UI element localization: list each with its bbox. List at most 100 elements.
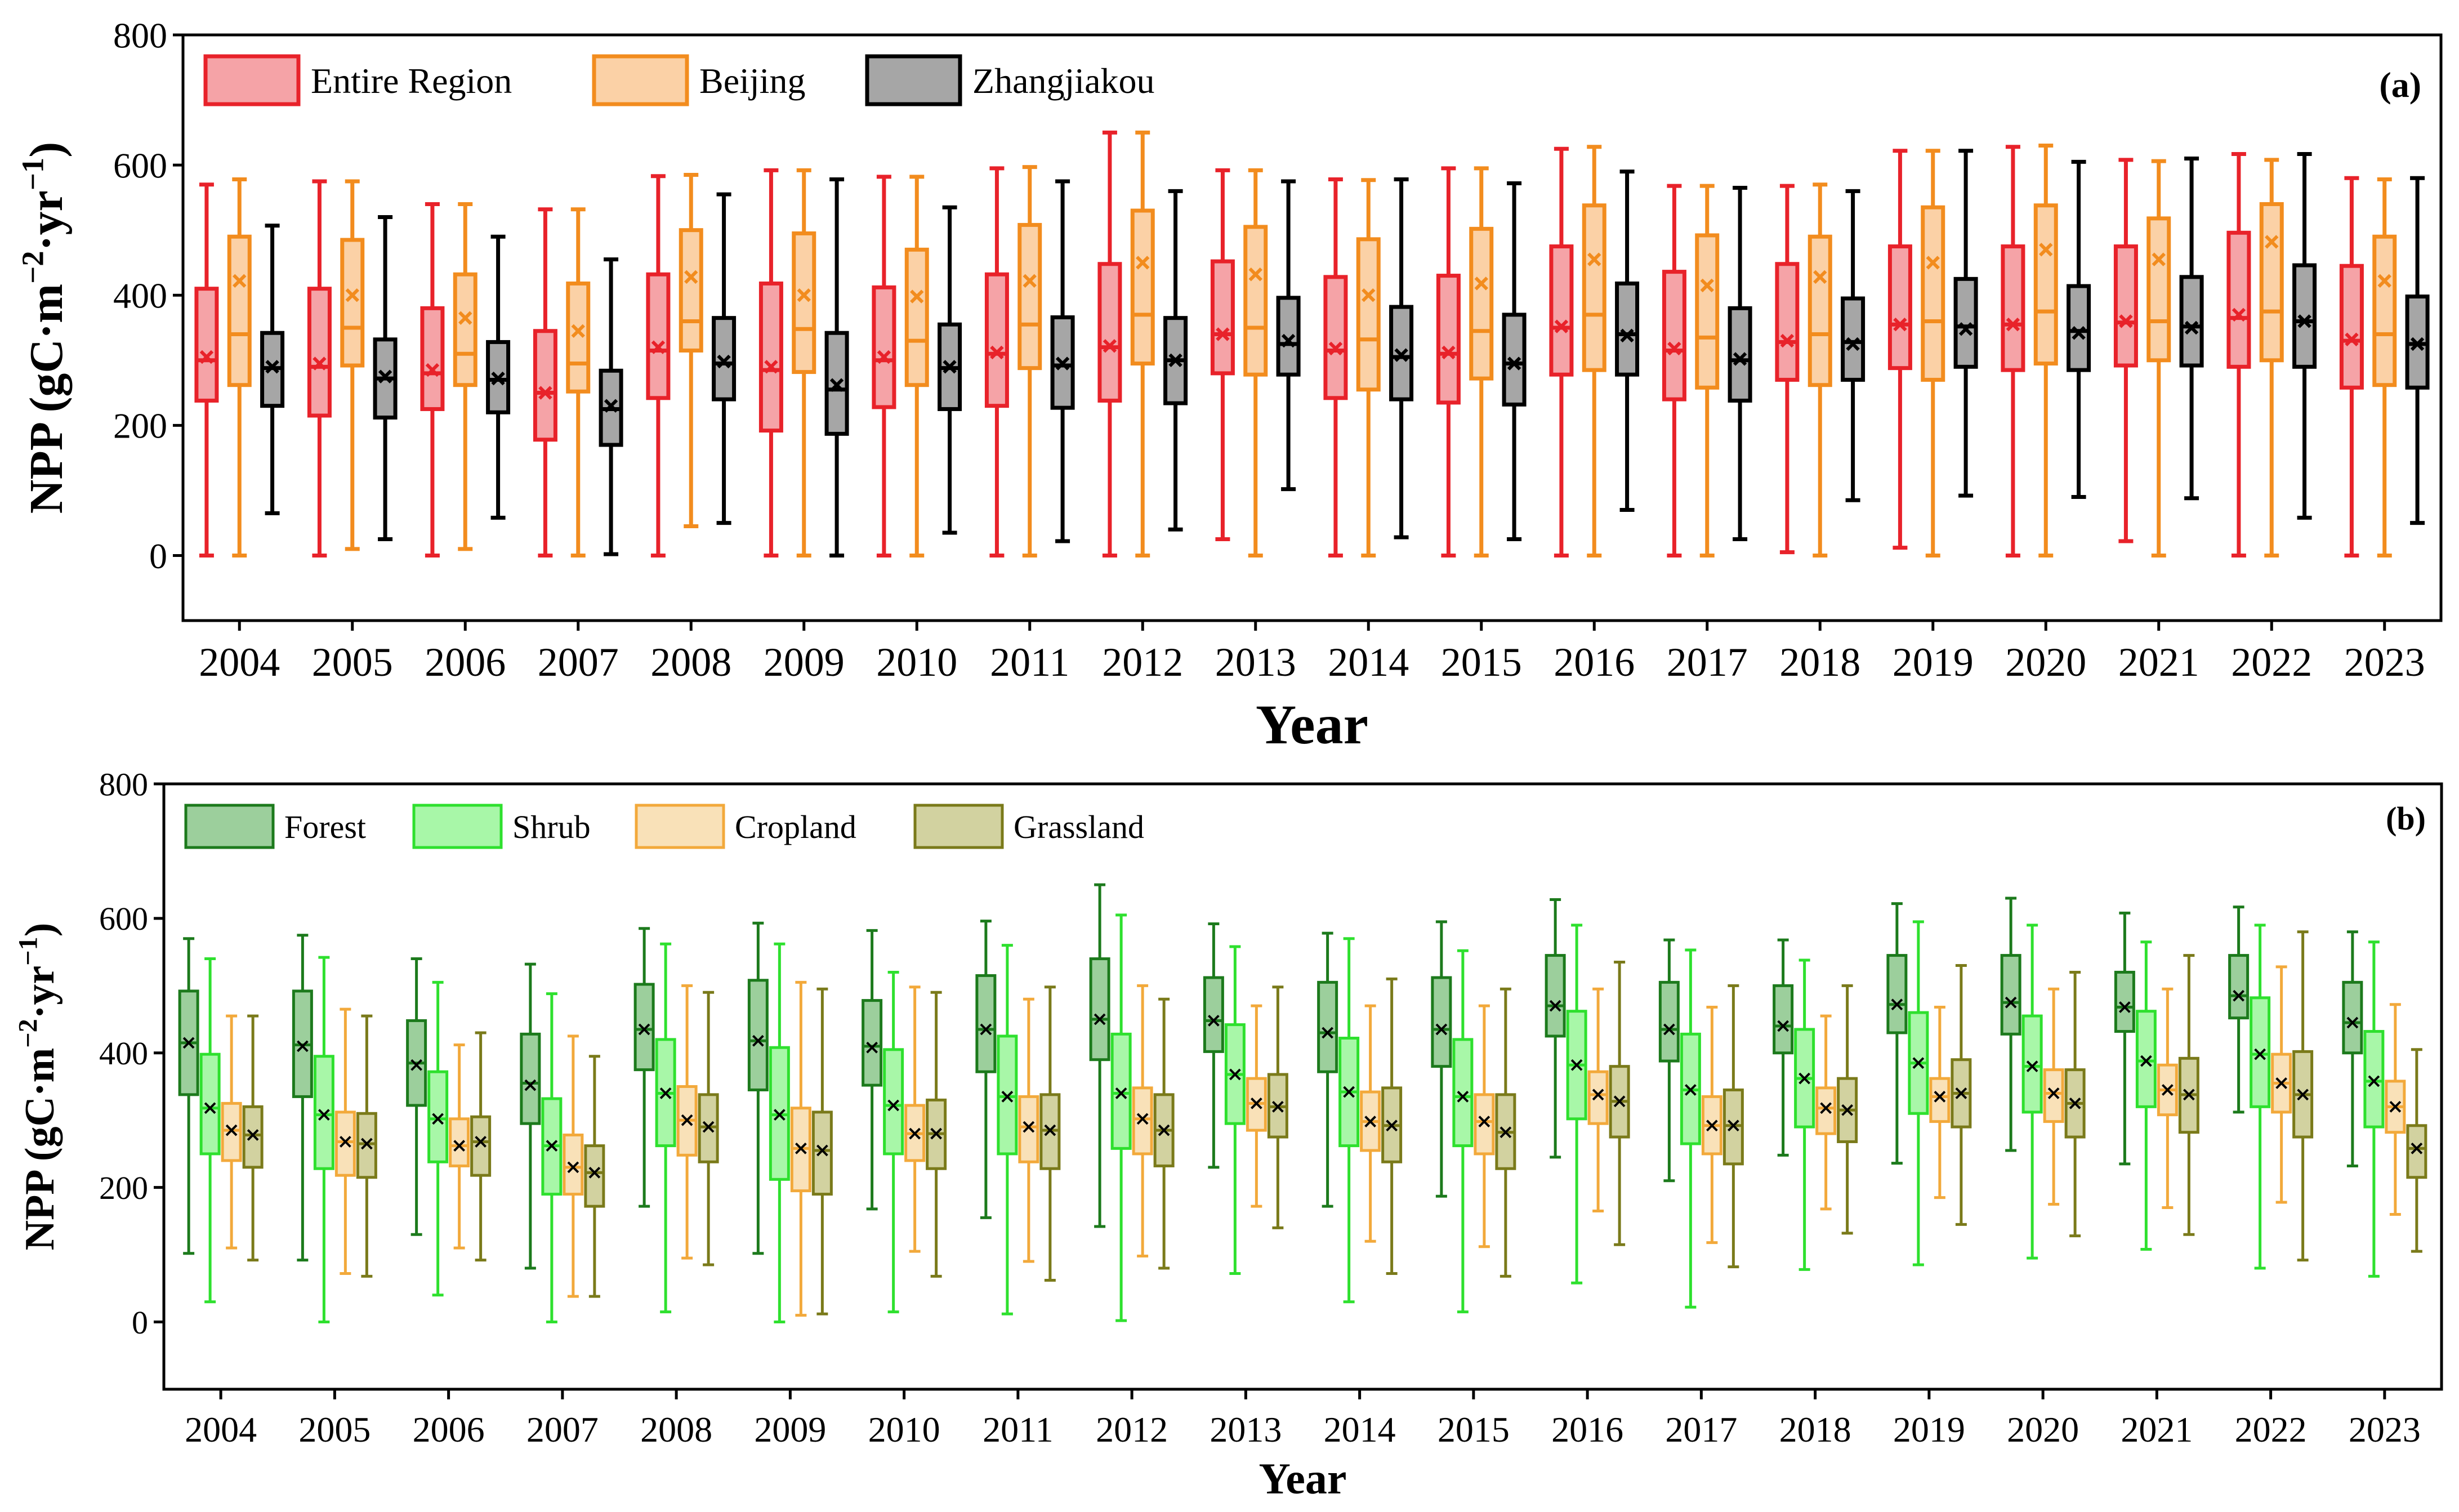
mean-marker [1044,1124,1056,1136]
x-tick-label: 2004 [199,640,280,685]
box-iqr [1017,222,1042,371]
x-tick-label: 2009 [764,640,845,685]
box-cropland [2157,987,2178,1209]
box-iqr [1662,270,1686,402]
mean-marker [1507,356,1521,371]
mean-marker [702,1121,715,1133]
legend-swatch [635,804,725,849]
mean-marker [361,1138,373,1150]
mean-marker [604,399,618,413]
box-iqr [449,1117,470,1167]
mean-marker [233,274,247,288]
box-shrub [1680,948,1701,1309]
mean-marker [1846,337,1860,351]
mean-marker [1733,352,1747,366]
mean-marker [1474,276,1488,291]
box-iqr [1695,233,1720,390]
box-zhangjiakou [1728,186,1752,542]
mean-marker [1958,322,1973,336]
mean-marker [1592,1089,1604,1101]
mean-marker [1706,1119,1718,1132]
box-shrub [2250,924,2271,1270]
box-grassland [1951,964,1972,1226]
box-grassland [356,1014,377,1278]
mean-marker [2411,1143,2423,1154]
mean-marker [2377,274,2391,288]
box-zhangjiakou [1502,181,1527,542]
mean-marker [2152,252,2166,266]
x-tick-label: 2022 [2231,640,2312,685]
mean-marker [717,354,731,369]
box-forest [1773,938,1794,1157]
mean-marker [199,350,214,364]
box-iqr [747,979,769,1091]
box-shrub [199,957,221,1304]
box-iqr [2043,1068,2064,1123]
box-entire-region [194,182,219,557]
x-tick-label: 2009 [754,1410,826,1449]
y-axis-title: NPP (gC·m−2·yr−1) [15,142,73,514]
box-iqr [2372,234,2397,387]
box-iqr [1728,306,1752,403]
mean-marker [1435,1023,1448,1036]
mean-marker [866,1041,878,1054]
box-zhangjiakou [373,215,398,542]
box-iqr [1929,1077,1951,1123]
y-tick-label: 0 [149,536,167,576]
box-cropland [904,985,926,1253]
x-axis-title: Year [1259,1454,1347,1503]
box-beijing [1695,184,1720,557]
box-iqr [1815,1086,1837,1135]
x-tick-label: 2004 [185,1410,257,1449]
box-grassland [1837,984,1858,1235]
mean-marker [1912,1057,1925,1069]
box-iqr [984,272,1009,408]
box-beijing [792,168,816,557]
panel-label: (b) [2386,800,2426,837]
mean-marker [1478,1116,1490,1127]
box-iqr [646,272,671,400]
legend-item-shrub: Shrub [412,804,591,849]
box-forest [1545,898,1566,1159]
box-forest [975,920,997,1219]
box-entire-region [1436,166,1461,557]
box-iqr [520,1032,541,1125]
box-entire-region [872,175,896,557]
mean-marker [1685,1084,1697,1096]
mean-marker [1926,256,1940,270]
x-tick-label: 2018 [1779,1410,1851,1449]
box-iqr [1887,244,1912,371]
box-shrub [427,980,449,1297]
box-grassland [1609,961,1630,1246]
box-iqr [1469,226,1494,381]
legend-label: Shrub [512,809,591,845]
legend-item-zhangjiakou: Zhangjiakou [865,54,1154,106]
mean-marker [2039,243,2053,257]
mean-marker [684,270,698,284]
box-forest [1431,920,1452,1198]
x-tick-label: 2007 [526,1410,599,1449]
box-iqr [1587,1070,1609,1125]
y-axis-title: NPP (gC·m−2·yr−1) [13,923,63,1251]
box-zhangjiakou [1389,177,1414,539]
mean-marker [2026,1060,2038,1073]
box-entire-region [1775,184,1800,555]
box-forest [1658,938,1680,1183]
mean-marker [1955,1087,1967,1099]
box-shrub [655,942,676,1314]
x-tick-label: 2017 [1667,640,1748,685]
y-tick-label: 0 [132,1304,148,1341]
legend-label: Grassland [1014,809,1144,845]
x-tick-label: 2005 [312,640,393,685]
box-iqr [199,1052,221,1156]
box-zhangjiakou [599,257,623,556]
mean-marker [425,363,440,377]
box-grassland [698,991,719,1266]
box-iqr [1210,259,1235,376]
x-tick-label: 2019 [1893,640,1974,685]
mean-marker [1229,1068,1241,1081]
legend-item-beijing: Beijing [592,54,805,106]
box-iqr [1356,237,1381,392]
x-tick-label: 2008 [650,640,731,685]
mean-marker [1798,1072,1810,1085]
